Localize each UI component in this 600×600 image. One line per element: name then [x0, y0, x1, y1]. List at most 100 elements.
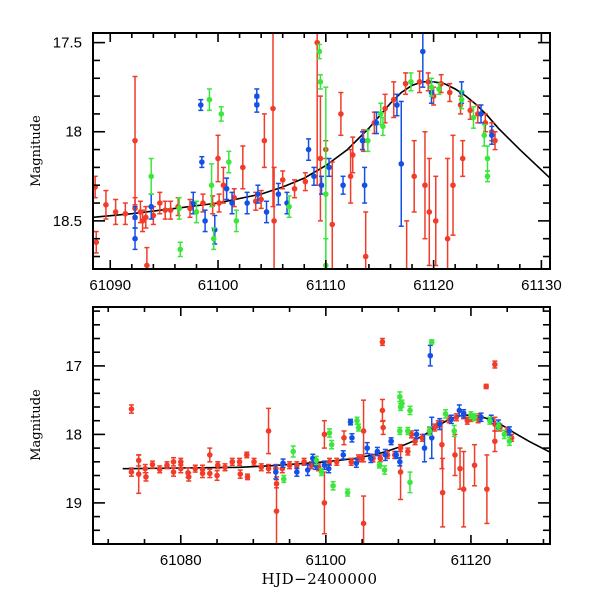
marker [325, 465, 332, 472]
marker [405, 428, 411, 434]
data-point-green [428, 339, 435, 345]
marker [273, 469, 279, 475]
plot-area [93, 33, 550, 269]
marker [302, 178, 309, 185]
data-point-red [200, 193, 206, 213]
data-point-red [215, 134, 221, 183]
marker [364, 445, 371, 451]
marker [206, 452, 213, 458]
series-red [128, 337, 515, 544]
marker [197, 102, 204, 108]
data-point-green [484, 170, 491, 183]
data-point-red [93, 230, 100, 254]
data-point-green [380, 116, 386, 137]
data-point-blue [304, 463, 311, 477]
marker [373, 120, 380, 126]
marker [258, 464, 265, 471]
marker [368, 455, 374, 462]
marker [265, 428, 272, 434]
data-point-green [397, 426, 403, 436]
data-point-green [290, 445, 297, 458]
data-point-green [407, 405, 413, 416]
data-point-green [442, 408, 449, 419]
data-point-red [236, 457, 243, 466]
marker [294, 462, 300, 469]
data-point-red [347, 148, 354, 204]
marker [408, 79, 414, 85]
data-point-green [451, 424, 458, 438]
data-point-red [220, 166, 227, 204]
marker [162, 207, 169, 213]
data-point-red [206, 447, 213, 463]
series-green [280, 339, 513, 497]
data-point-blue [325, 463, 332, 474]
x-tick-label: 61090 [89, 277, 131, 294]
marker [399, 400, 405, 407]
marker [326, 459, 333, 465]
marker [374, 448, 381, 455]
data-point-green [381, 465, 388, 475]
marker [240, 164, 246, 171]
data-point-green [405, 426, 411, 436]
marker [428, 84, 435, 90]
marker [132, 235, 138, 242]
marker [407, 407, 413, 414]
series-green [148, 43, 491, 269]
x-tick-label: 61120 [451, 552, 492, 569]
marker [379, 407, 386, 414]
data-point-green [436, 82, 442, 96]
data-point-blue [294, 467, 300, 477]
data-point-green [365, 129, 371, 153]
data-point-green [328, 439, 335, 450]
marker [128, 469, 135, 475]
marker [200, 200, 206, 206]
data-point-blue [199, 155, 205, 169]
marker [347, 419, 354, 425]
data-point-red [132, 75, 138, 206]
marker [380, 123, 386, 130]
x-axis-label: HJD−2400000 [262, 570, 378, 588]
marker [506, 428, 513, 434]
marker [436, 86, 442, 92]
data-point-red [459, 139, 466, 178]
marker [428, 339, 435, 345]
marker [187, 205, 193, 212]
marker [135, 471, 142, 477]
data-point-green [471, 413, 478, 422]
marker [349, 152, 356, 158]
marker [164, 462, 170, 469]
data-point-blue [275, 182, 282, 206]
data-point-red [270, 33, 276, 208]
marker [236, 459, 243, 465]
data-point-blue [421, 433, 428, 463]
marker [231, 194, 237, 201]
marker [431, 424, 438, 431]
data-point-blue [373, 111, 380, 135]
data-point-blue [353, 458, 360, 469]
data-point-red [404, 220, 410, 269]
marker [478, 111, 484, 117]
data-point-blue [255, 184, 261, 204]
marker [286, 203, 292, 210]
data-point-red [143, 472, 149, 482]
data-point-blue [273, 464, 279, 480]
marker [304, 467, 311, 473]
data-point-red [452, 433, 458, 477]
data-point-red [209, 195, 216, 215]
marker [206, 470, 213, 477]
marker [416, 79, 423, 85]
data-point-green [286, 195, 292, 219]
marker [470, 114, 477, 121]
marker [467, 107, 474, 114]
marker [291, 185, 298, 192]
marker [305, 146, 312, 153]
marker [193, 209, 200, 215]
data-point-blue [254, 97, 260, 113]
data-point-blue [398, 100, 405, 227]
data-point-blue [448, 414, 455, 425]
data-point-red [143, 205, 149, 229]
marker [436, 421, 443, 427]
marker [215, 155, 221, 162]
marker [408, 431, 415, 438]
marker [222, 464, 228, 471]
